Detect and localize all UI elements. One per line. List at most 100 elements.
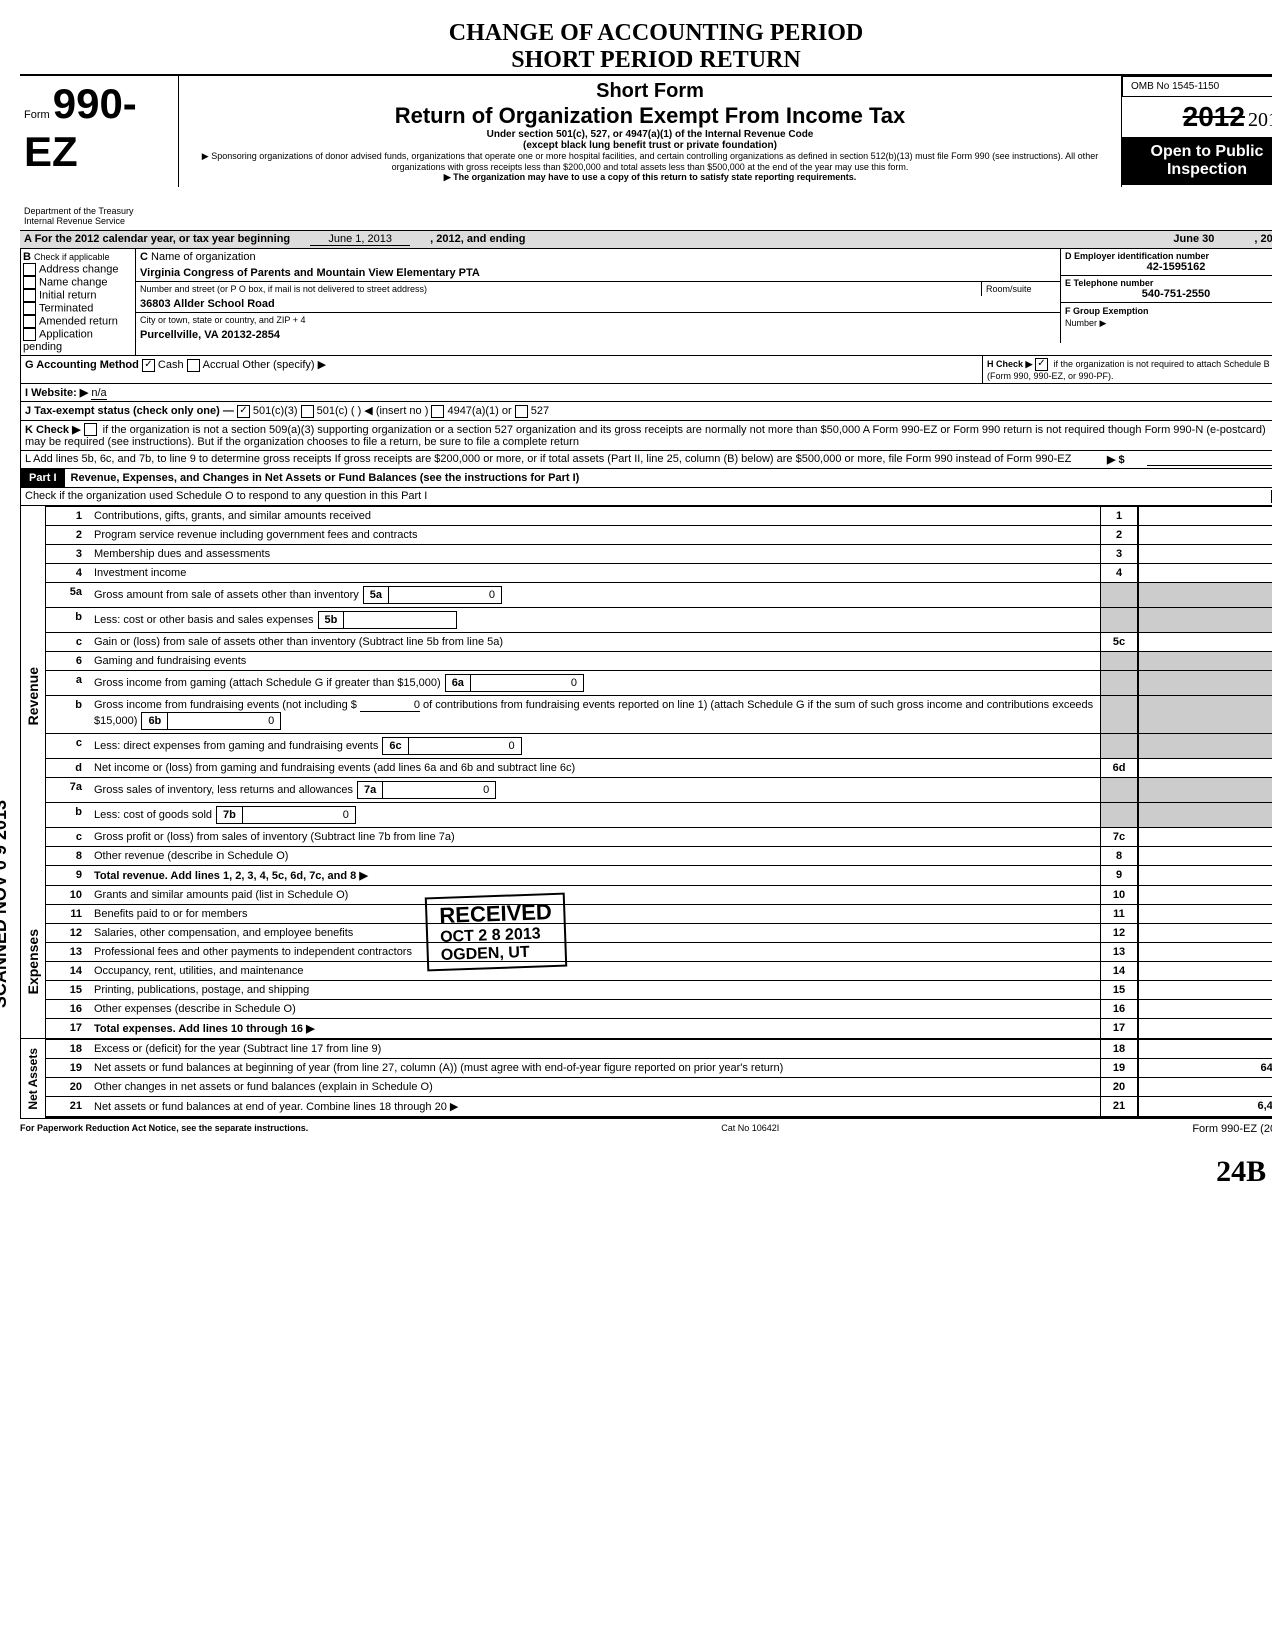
opt-terminated: Terminated bbox=[39, 302, 93, 314]
line-18-desc: Excess or (deficit) for the year (Subtra… bbox=[88, 1040, 1100, 1058]
year-handwritten: 2013 bbox=[1248, 109, 1272, 131]
opt-address: Address change bbox=[39, 263, 119, 275]
sub-5a: 5a bbox=[364, 587, 389, 603]
line-6b-underline: 0 bbox=[360, 699, 420, 712]
line-21-desc: Net assets or fund balances at end of ye… bbox=[94, 1101, 447, 1113]
checkbox-address[interactable] bbox=[23, 263, 36, 276]
section-e-label: E Telephone number bbox=[1065, 278, 1272, 288]
org-city: Purcellville, VA 20132-2854 bbox=[136, 327, 1060, 343]
section-k-text: if the organization is not a section 509… bbox=[25, 424, 1266, 449]
end-year: , 20 13 bbox=[1254, 233, 1272, 246]
checkbox-pending[interactable] bbox=[23, 328, 36, 341]
sub-6b: 6b bbox=[142, 713, 168, 729]
line-3-desc: Membership dues and assessments bbox=[88, 545, 1100, 563]
year-printed: 2012 bbox=[1183, 101, 1245, 132]
org-name: Virginia Congress of Parents and Mountai… bbox=[136, 265, 1060, 282]
name-label: Name of organization bbox=[151, 251, 256, 263]
checkbox-initial[interactable] bbox=[23, 289, 36, 302]
line-10-val: 0 bbox=[1138, 886, 1272, 904]
handwritten-title-2: SHORT PERIOD RETURN bbox=[20, 47, 1272, 74]
section-d-label: D Employer identification number bbox=[1065, 251, 1272, 261]
sub-6a: 6a bbox=[446, 675, 471, 691]
line-20-desc: Other changes in net assets or fund bala… bbox=[88, 1078, 1100, 1096]
section-c-label: C bbox=[140, 251, 148, 263]
sidebar-netassets: Net Assets bbox=[24, 1044, 42, 1114]
section-l-value: 0 bbox=[1147, 453, 1272, 466]
check-if-applicable: Check if applicable bbox=[34, 252, 110, 262]
opt-insert: ) ◀ (insert no ) bbox=[358, 405, 429, 417]
section-k-label: K Check ▶ bbox=[25, 424, 81, 436]
line-21-val: 6,424 bbox=[1138, 1097, 1272, 1116]
section-b-label: B bbox=[23, 251, 31, 263]
section-a-label: A For the 2012 calendar year, or tax yea… bbox=[24, 233, 290, 246]
checkbox-k[interactable] bbox=[84, 423, 97, 436]
checkbox-amended[interactable] bbox=[23, 315, 36, 328]
number-label: Number ▶ bbox=[1065, 318, 1106, 328]
line-19-desc: Net assets or fund balances at beginning… bbox=[88, 1059, 1100, 1077]
ein-value: 42-1595162 bbox=[1065, 261, 1272, 273]
line-7c-desc: Gross profit or (loss) from sales of inv… bbox=[88, 828, 1100, 846]
stamp-office: OGDEN, UT bbox=[440, 943, 553, 965]
opt-amended: Amended return bbox=[39, 315, 118, 327]
line-15-val: 0 bbox=[1138, 981, 1272, 999]
sub-5b-val bbox=[344, 612, 456, 628]
line-2-val: 0 bbox=[1138, 526, 1272, 544]
line-3-val: 0 bbox=[1138, 545, 1272, 563]
omb-number: OMB No 1545-1150 bbox=[1122, 76, 1272, 97]
line-6d-desc: Net income or (loss) from gaming and fun… bbox=[88, 759, 1100, 777]
sub-6c-val: 0 bbox=[409, 738, 521, 754]
begin-date: June 1, 2013 bbox=[310, 233, 410, 246]
checkbox-501c[interactable] bbox=[301, 405, 314, 418]
part1-title: Revenue, Expenses, and Changes in Net As… bbox=[65, 469, 1272, 487]
sub-7b-val: 0 bbox=[243, 807, 355, 823]
sub-7a: 7a bbox=[358, 782, 383, 798]
checkbox-527[interactable] bbox=[515, 405, 528, 418]
opt-4947: 4947(a)(1) or bbox=[447, 405, 511, 417]
end-date: June 30 bbox=[1173, 233, 1214, 246]
city-label: City or town, state or country, and ZIP … bbox=[136, 313, 1060, 327]
subtitle-1: Under section 501(c), 527, or 4947(a)(1)… bbox=[183, 129, 1117, 140]
subtitle-2: (except black lung benefit trust or priv… bbox=[183, 140, 1117, 151]
checkbox-accrual[interactable] bbox=[187, 359, 200, 372]
line-5a-desc: Gross amount from sale of assets other t… bbox=[94, 589, 359, 601]
checkbox-4947[interactable] bbox=[431, 405, 444, 418]
line-7c-val: 0 bbox=[1138, 828, 1272, 846]
opt-501c: 501(c) ( bbox=[317, 405, 355, 417]
sub-7a-val: 0 bbox=[383, 782, 495, 798]
opt-527: 527 bbox=[531, 405, 549, 417]
short-form-label: Short Form bbox=[183, 80, 1117, 103]
line-8-desc: Other revenue (describe in Schedule O) bbox=[88, 847, 1100, 865]
line-9-val: 0 bbox=[1138, 866, 1272, 885]
room-label: Room/suite bbox=[981, 282, 1060, 296]
line-1-val: 0 bbox=[1138, 507, 1272, 525]
scanned-stamp: SCANNED NOV 0 9 2013 bbox=[0, 800, 11, 1008]
checkbox-name[interactable] bbox=[23, 276, 36, 289]
cat-no: Cat No 10642I bbox=[721, 1123, 779, 1135]
sub-6c: 6c bbox=[383, 738, 408, 754]
form-number: 990-EZ bbox=[24, 80, 137, 175]
main-title: Return of Organization Exempt From Incom… bbox=[183, 103, 1117, 129]
checkbox-501c3[interactable]: ✓ bbox=[237, 405, 250, 418]
received-stamp: RECEIVED OCT 2 8 2013 OGDEN, UT bbox=[425, 893, 568, 972]
checkbox-cash[interactable]: ✓ bbox=[142, 359, 155, 372]
line-6b-desc: Gross income from fundraising events (no… bbox=[94, 699, 357, 711]
opt-name: Name change bbox=[39, 276, 108, 288]
line-14-desc: Occupancy, rent, utilities, and maintena… bbox=[88, 962, 1100, 980]
line-6a-desc: Gross income from gaming (attach Schedul… bbox=[94, 677, 441, 689]
part1-label: Part I bbox=[21, 469, 65, 487]
checkbox-terminated[interactable] bbox=[23, 302, 36, 315]
opt-501c3: 501(c)(3) bbox=[253, 405, 298, 417]
line-13-val: 0 bbox=[1138, 943, 1272, 961]
website-value: n/a bbox=[91, 387, 106, 400]
checkbox-h[interactable]: ✓ bbox=[1035, 358, 1048, 371]
line-12-val bbox=[1138, 924, 1272, 942]
opt-initial: Initial return bbox=[39, 289, 96, 301]
line-12-desc: Salaries, other compensation, and employ… bbox=[88, 924, 1100, 942]
form-prefix: Form bbox=[24, 109, 50, 121]
other-label: Other (specify) ▶ bbox=[242, 359, 326, 371]
line-13-desc: Professional fees and other payments to … bbox=[88, 943, 1100, 961]
line-15-desc: Printing, publications, postage, and shi… bbox=[88, 981, 1100, 999]
sub-6a-val: 0 bbox=[471, 675, 583, 691]
sub-5a-val: 0 bbox=[389, 587, 501, 603]
line-20-val bbox=[1138, 1078, 1272, 1096]
